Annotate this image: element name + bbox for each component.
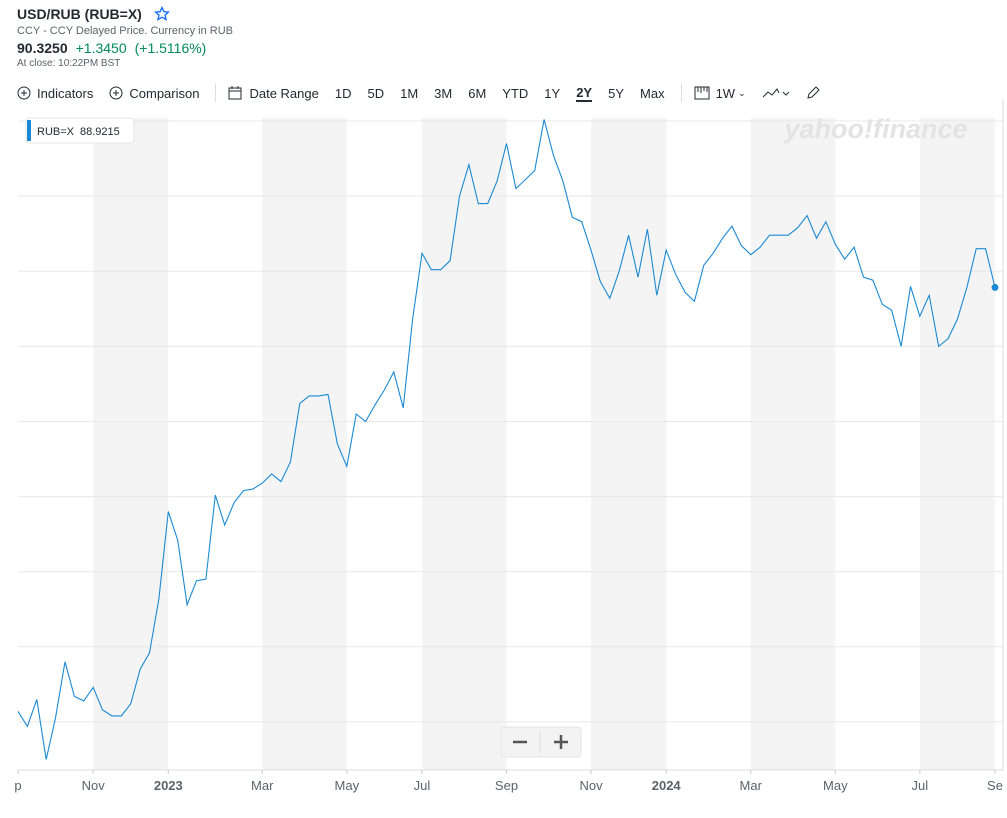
x-tick-label: Mar <box>251 778 274 793</box>
subtitle: CCY - CCY Delayed Price. Currency in RUB <box>17 25 233 37</box>
legend-box <box>25 117 135 144</box>
chart-type-button[interactable] <box>762 86 790 100</box>
x-tick-label: May <box>335 778 360 793</box>
plus-icon <box>17 86 31 100</box>
change-percent: (+1.5116%) <box>134 40 207 56</box>
shade-band <box>421 118 507 770</box>
last-point <box>991 283 999 291</box>
toolbar: Indicators Comparison Date Range 1D 5D 1M 3… <box>17 83 836 103</box>
legend-value: 88.9215 <box>80 126 120 138</box>
line-type-icon <box>762 88 789 98</box>
calendar-icon <box>228 86 242 100</box>
range-button[interactable]: Max <box>640 85 665 101</box>
change: +1.3450 <box>75 40 127 56</box>
watchlist-star[interactable] <box>153 5 170 22</box>
shade-band <box>750 118 836 770</box>
x-tick-label: May <box>823 778 848 793</box>
legend: RUB=X 88.9215 <box>25 117 135 144</box>
candle-icon <box>694 86 710 100</box>
range-button[interactable]: 1M <box>400 85 419 101</box>
range-button[interactable]: 1Y <box>544 85 561 101</box>
close-time: At close: 10:22PM BST <box>17 58 121 69</box>
range-button[interactable]: 5Y <box>608 85 625 101</box>
quote-title: USD/RUB (RUB=X) <box>17 5 170 22</box>
shade-band <box>919 118 995 770</box>
x-tick-label: 2024 <box>652 778 682 793</box>
x-tick-label: Nov <box>82 778 106 793</box>
separator <box>680 84 682 102</box>
x-tick-label: Mar <box>740 778 763 793</box>
range-button[interactable]: 2Y <box>576 84 593 102</box>
shade-band <box>262 118 347 770</box>
range-button[interactable]: 1D <box>334 85 352 101</box>
shade-band <box>93 118 169 770</box>
indicators-label: Indicators <box>37 85 94 101</box>
range-button[interactable]: YTD <box>502 85 529 101</box>
draw-button[interactable] <box>806 86 820 100</box>
plus-icon <box>109 86 123 100</box>
price-row: 90.3250 +1.3450 (+1.5116%) <box>17 40 214 56</box>
comparison-label: Comparison <box>129 85 200 101</box>
range-button[interactable]: 5D <box>367 85 385 101</box>
range-button[interactable]: 6M <box>468 85 487 101</box>
x-tick-label: Jul <box>414 778 431 793</box>
x-tick-label: Jul <box>912 778 929 793</box>
price-line <box>17 119 996 760</box>
x-tick-label: 2023 <box>154 778 183 793</box>
zoom-box <box>500 726 582 758</box>
watermark: yahoo!finance <box>782 114 967 144</box>
date-range-button[interactable]: Date Range <box>228 85 319 101</box>
price: 90.3250 <box>17 40 68 56</box>
range-buttons: 1D 5D 1M 3M 6M YTD 1Y 2Y 5Y Max <box>335 85 681 102</box>
x-tick-label: Sep <box>495 778 518 793</box>
range-button[interactable]: 3M <box>434 85 453 101</box>
zoom-in[interactable] <box>554 735 568 749</box>
title-text: USD/RUB (RUB=X) <box>17 6 142 22</box>
interval-label: 1W <box>715 85 736 101</box>
x-tick-label: p <box>14 778 21 793</box>
legend-swatch <box>27 120 31 141</box>
date-range-label: Date Range <box>249 85 319 101</box>
indicators-button[interactable]: Indicators <box>17 86 93 101</box>
legend-name: RUB=X <box>37 126 75 138</box>
comparison-button[interactable]: Comparison <box>109 86 199 101</box>
x-tick-label: Nov <box>579 778 603 793</box>
x-tick-label: Se <box>987 778 1003 793</box>
separator <box>215 84 217 102</box>
shade-band <box>591 118 667 770</box>
interval-button[interactable]: 1W ⌄ <box>694 86 746 101</box>
pencil-icon <box>806 86 820 99</box>
zoom-controls <box>500 726 582 758</box>
